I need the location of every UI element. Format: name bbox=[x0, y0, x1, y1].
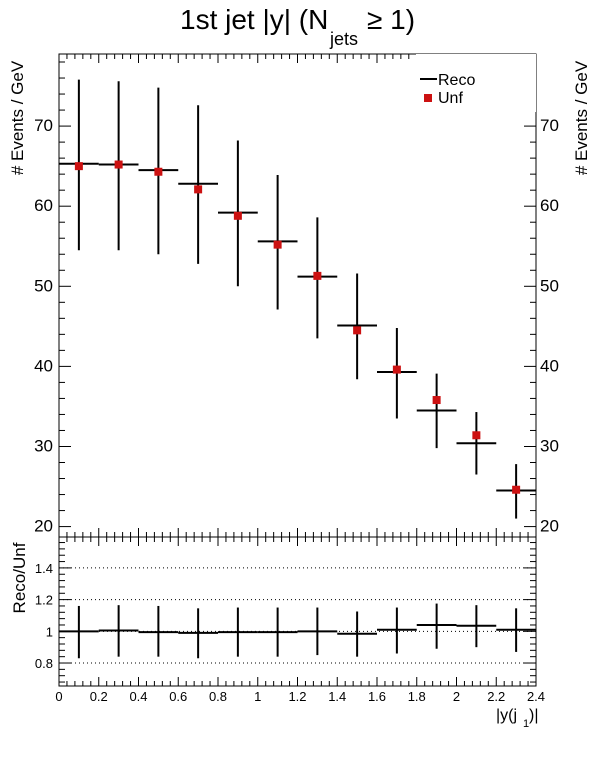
unf-marker bbox=[114, 160, 123, 169]
unf-marker bbox=[313, 271, 322, 280]
y-tick-label-right: 70 bbox=[540, 116, 559, 135]
legend-unf-marker bbox=[424, 94, 432, 102]
x-tick-label: 0.4 bbox=[129, 689, 147, 704]
x-tick-label: 1 bbox=[254, 689, 261, 704]
x-tick-label: 1.6 bbox=[368, 689, 386, 704]
unf-marker bbox=[273, 240, 282, 249]
y-tick-label: 50 bbox=[34, 276, 53, 295]
main-plot-frame bbox=[58, 53, 537, 538]
x-tick-label: 1.2 bbox=[288, 689, 306, 704]
unf-marker bbox=[353, 326, 362, 335]
y-tick-label-right: 40 bbox=[540, 356, 559, 375]
x-tick-label: 0.6 bbox=[169, 689, 187, 704]
y-tick-label: 60 bbox=[34, 196, 53, 215]
y-axis-label-left: # Events / GeV bbox=[8, 60, 27, 175]
legend: Reco Unf bbox=[416, 54, 536, 112]
y-tick-label-right: 30 bbox=[540, 436, 559, 455]
unf-marker bbox=[392, 365, 401, 374]
ratio-y-axis-label: Reco/Unf bbox=[10, 542, 29, 613]
legend-unf-label: Unf bbox=[438, 90, 463, 107]
x-axis-label: |y(j 1 )| bbox=[496, 707, 538, 730]
title-tail: ≥ 1) bbox=[367, 4, 415, 35]
y-tick-label: 1.4 bbox=[35, 561, 53, 576]
unf-marker bbox=[194, 185, 203, 194]
y-tick-label-right: 20 bbox=[540, 517, 559, 536]
y-tick-label-right: 50 bbox=[540, 276, 559, 295]
unf-marker bbox=[432, 396, 441, 405]
x-tick-label: 0.8 bbox=[209, 689, 227, 704]
unf-marker bbox=[233, 211, 242, 220]
main-plot-panel: 20 20 30 30 40 40 50 50 60 60 70 70 bbox=[34, 53, 559, 538]
x-tick-label: 2.2 bbox=[487, 689, 505, 704]
y-tick-label: 20 bbox=[34, 517, 53, 536]
legend-background bbox=[416, 54, 536, 112]
x-tick-label: 1.4 bbox=[328, 689, 346, 704]
y-tick-label: 70 bbox=[34, 116, 53, 135]
x-axis-label-main: |y(j bbox=[496, 707, 517, 724]
x-axis-label-tail: )| bbox=[529, 707, 538, 724]
y-tick-label-right: 60 bbox=[540, 196, 559, 215]
y-tick-label: 1 bbox=[46, 624, 53, 639]
y-axis-label-right: # Events / GeV bbox=[572, 60, 591, 175]
unf-marker bbox=[472, 431, 481, 440]
x-tick-label: 0 bbox=[55, 689, 62, 704]
x-tick-label: 0.2 bbox=[90, 689, 108, 704]
ratio-plot-panel: 0.8 1 1.2 1.4 0 0.2 0.4 0.6 0.8 1 1.2 1.4 1.6 1.8 2 2.2… bbox=[35, 536, 545, 704]
x-tick-label: 2.4 bbox=[527, 689, 545, 704]
chart-title: 1st jet |y| (N jets ≥ 1) bbox=[180, 4, 415, 49]
x-axis-label-subscript: 1 bbox=[523, 718, 529, 730]
y-tick-label: 0.8 bbox=[35, 656, 53, 671]
y-tick-label: 30 bbox=[34, 436, 53, 455]
unf-marker bbox=[154, 167, 163, 176]
ratio-plot-frame bbox=[58, 536, 537, 687]
title-subscript: jets bbox=[329, 29, 358, 49]
title-main: 1st jet |y| (N bbox=[180, 4, 328, 35]
x-tick-label: 1.8 bbox=[408, 689, 426, 704]
unf-marker bbox=[74, 162, 83, 171]
y-tick-label: 40 bbox=[34, 356, 53, 375]
x-tick-label: 2 bbox=[453, 689, 460, 704]
legend-reco-label: Reco bbox=[438, 72, 475, 89]
unf-marker bbox=[512, 485, 521, 494]
y-tick-label: 1.2 bbox=[35, 593, 53, 608]
